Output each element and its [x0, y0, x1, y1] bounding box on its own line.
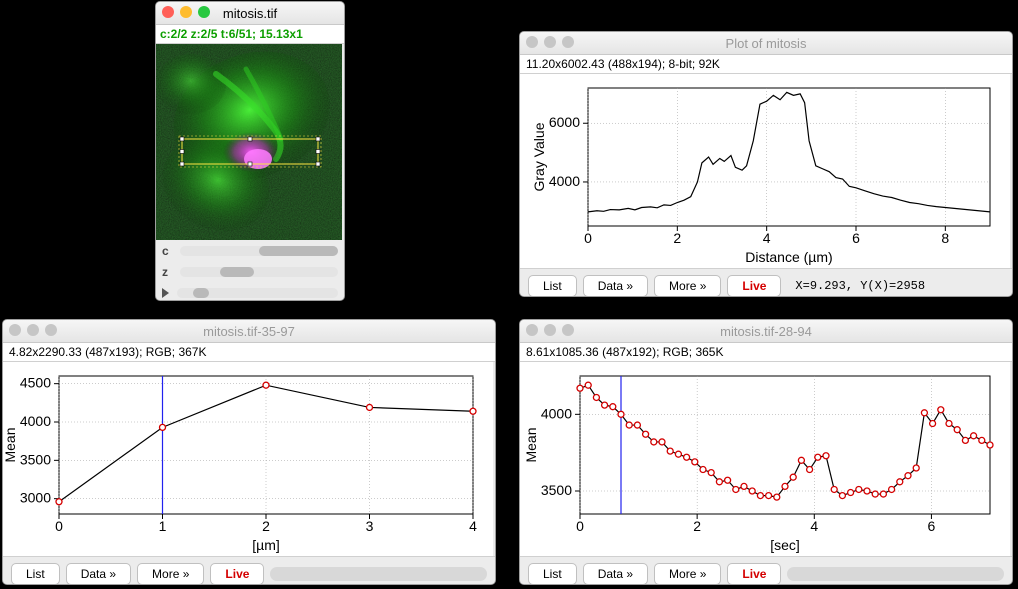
svg-text:6: 6: [852, 230, 860, 246]
svg-text:Mean: Mean: [3, 427, 18, 462]
minimize-icon[interactable]: [180, 6, 192, 18]
svg-text:0: 0: [55, 518, 63, 534]
plot-info: 4.82x2290.33 (487x193); RGB; 367K: [3, 343, 495, 362]
svg-text:4000: 4000: [541, 405, 572, 421]
svg-text:4500: 4500: [20, 375, 51, 391]
data-button[interactable]: Data »: [66, 563, 131, 585]
svg-text:0: 0: [576, 518, 584, 534]
svg-text:4: 4: [469, 518, 477, 534]
svg-text:3500: 3500: [541, 482, 572, 498]
svg-text:2: 2: [262, 518, 270, 534]
slider-thumb[interactable]: [193, 288, 209, 298]
slider-z[interactable]: z: [156, 261, 344, 282]
window-title: Plot of mitosis: [726, 36, 807, 51]
close-icon[interactable]: [9, 324, 21, 336]
svg-text:3: 3: [366, 518, 374, 534]
more-button[interactable]: More »: [137, 563, 204, 585]
svg-text:3500: 3500: [20, 451, 51, 467]
scrollbar[interactable]: [787, 567, 1004, 581]
image-status: c:2/2 z:2/5 t:6/51; 15.13x1: [156, 25, 344, 44]
coord-readout: X=9.293, Y(X)=2958: [795, 279, 925, 293]
plot-canvas[interactable]: 0 2 4 6 8 4000 6000 Distance (µm) Gray Value: [520, 74, 1010, 268]
slider-label-z: z: [162, 265, 176, 279]
slider-thumb[interactable]: [259, 246, 338, 256]
svg-text:[µm]: [µm]: [252, 537, 280, 553]
button-row: List Data » More » Live: [520, 556, 1012, 585]
zoom-icon[interactable]: [562, 324, 574, 336]
titlebar[interactable]: mitosis.tif: [156, 2, 344, 25]
svg-text:Distance (µm): Distance (µm): [745, 249, 832, 265]
svg-text:3000: 3000: [20, 490, 51, 506]
plot-info: 11.20x6002.43 (488x194); 8-bit; 92K: [520, 55, 1012, 74]
svg-text:[sec]: [sec]: [770, 537, 800, 553]
close-icon[interactable]: [526, 36, 538, 48]
minimize-icon[interactable]: [27, 324, 39, 336]
svg-text:4000: 4000: [549, 173, 580, 189]
window-title: mitosis.tif-28-94: [720, 324, 812, 339]
traffic-lights: [9, 324, 57, 336]
svg-text:6000: 6000: [549, 114, 580, 130]
plot-canvas[interactable]: 0 1 2 3 4 3000 3500 4000 4500 [µm] Mean: [3, 362, 493, 556]
close-icon[interactable]: [526, 324, 538, 336]
minimize-icon[interactable]: [544, 36, 556, 48]
traffic-lights: [526, 324, 574, 336]
minimize-icon[interactable]: [544, 324, 556, 336]
svg-text:0: 0: [584, 230, 592, 246]
traffic-lights: [162, 6, 210, 18]
svg-text:8: 8: [941, 230, 949, 246]
data-button[interactable]: Data »: [583, 275, 648, 297]
list-button[interactable]: List: [528, 275, 577, 297]
plot-window-1: Plot of mitosis 11.20x6002.43 (488x194);…: [519, 31, 1013, 297]
slider-label-c: c: [162, 244, 176, 258]
plot-canvas[interactable]: 0 2 4 6 3500 4000 [sec] Mean: [520, 362, 1010, 556]
data-button[interactable]: Data »: [583, 563, 648, 585]
svg-text:2: 2: [693, 518, 701, 534]
play-icon[interactable]: [162, 288, 169, 298]
image-canvas[interactable]: [156, 44, 342, 240]
svg-text:Gray Value: Gray Value: [531, 122, 547, 191]
zoom-icon[interactable]: [45, 324, 57, 336]
live-button[interactable]: Live: [727, 275, 781, 297]
svg-text:2: 2: [673, 230, 681, 246]
window-title: mitosis.tif: [223, 6, 277, 21]
svg-text:6: 6: [928, 518, 936, 534]
plot-info: 8.61x1085.36 (487x192); RGB; 365K: [520, 343, 1012, 362]
more-button[interactable]: More »: [654, 563, 721, 585]
button-row: List Data » More » Live: [3, 556, 495, 585]
live-button[interactable]: Live: [727, 563, 781, 585]
zoom-icon[interactable]: [562, 36, 574, 48]
svg-text:1: 1: [159, 518, 167, 534]
scrollbar[interactable]: [270, 567, 487, 581]
traffic-lights: [526, 36, 574, 48]
list-button[interactable]: List: [528, 563, 577, 585]
plot-window-3: mitosis.tif-28-94 8.61x1085.36 (487x192)…: [519, 319, 1013, 585]
svg-text:Mean: Mean: [523, 427, 539, 462]
list-button[interactable]: List: [11, 563, 60, 585]
slider-thumb[interactable]: [220, 267, 255, 277]
slider-t[interactable]: [156, 282, 344, 301]
titlebar[interactable]: mitosis.tif-28-94: [520, 320, 1012, 343]
image-window: mitosis.tif c:2/2 z:2/5 t:6/51; 15.13x1 …: [155, 1, 345, 301]
zoom-icon[interactable]: [198, 6, 210, 18]
live-button[interactable]: Live: [210, 563, 264, 585]
plot-window-2: mitosis.tif-35-97 4.82x2290.33 (487x193)…: [2, 319, 496, 585]
titlebar[interactable]: mitosis.tif-35-97: [3, 320, 495, 343]
svg-text:4: 4: [810, 518, 818, 534]
svg-text:4000: 4000: [20, 413, 51, 429]
svg-text:4: 4: [763, 230, 771, 246]
titlebar[interactable]: Plot of mitosis: [520, 32, 1012, 55]
button-row: List Data » More » Live X=9.293, Y(X)=29…: [520, 268, 1012, 297]
slider-c[interactable]: c: [156, 240, 344, 261]
more-button[interactable]: More »: [654, 275, 721, 297]
close-icon[interactable]: [162, 6, 174, 18]
window-title: mitosis.tif-35-97: [203, 324, 295, 339]
